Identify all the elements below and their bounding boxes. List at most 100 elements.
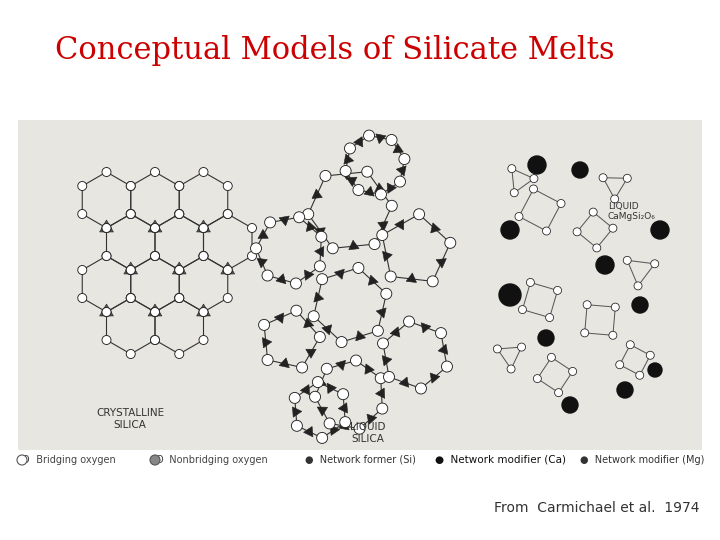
Circle shape bbox=[609, 224, 617, 232]
Circle shape bbox=[324, 418, 335, 429]
Circle shape bbox=[199, 307, 208, 316]
Polygon shape bbox=[374, 183, 385, 192]
Circle shape bbox=[569, 367, 577, 375]
Polygon shape bbox=[438, 344, 448, 354]
Circle shape bbox=[150, 307, 160, 316]
Circle shape bbox=[321, 363, 333, 374]
Polygon shape bbox=[431, 223, 441, 233]
Circle shape bbox=[534, 375, 541, 382]
Circle shape bbox=[632, 297, 648, 313]
Circle shape bbox=[377, 230, 388, 240]
Circle shape bbox=[364, 130, 374, 141]
Circle shape bbox=[436, 328, 446, 339]
Text: ●  Network modifier (Mg): ● Network modifier (Mg) bbox=[580, 455, 704, 465]
Circle shape bbox=[150, 335, 160, 345]
Text: O: O bbox=[155, 455, 163, 465]
Circle shape bbox=[297, 362, 307, 373]
Circle shape bbox=[317, 433, 328, 443]
Circle shape bbox=[248, 224, 256, 233]
Polygon shape bbox=[316, 377, 326, 387]
Polygon shape bbox=[124, 262, 138, 274]
Circle shape bbox=[150, 307, 160, 316]
FancyBboxPatch shape bbox=[18, 120, 702, 450]
Circle shape bbox=[17, 455, 27, 465]
Circle shape bbox=[327, 243, 338, 254]
Polygon shape bbox=[315, 246, 324, 257]
Circle shape bbox=[651, 260, 659, 268]
Circle shape bbox=[647, 352, 654, 359]
Circle shape bbox=[634, 282, 642, 290]
Circle shape bbox=[175, 210, 184, 219]
Circle shape bbox=[291, 305, 302, 316]
Polygon shape bbox=[197, 304, 210, 316]
Polygon shape bbox=[322, 325, 332, 335]
Circle shape bbox=[78, 294, 86, 302]
Polygon shape bbox=[148, 220, 162, 232]
Circle shape bbox=[557, 199, 565, 207]
Circle shape bbox=[308, 310, 319, 322]
Polygon shape bbox=[369, 275, 378, 285]
Circle shape bbox=[554, 286, 562, 294]
Polygon shape bbox=[356, 330, 366, 341]
Circle shape bbox=[599, 174, 607, 182]
Circle shape bbox=[175, 294, 184, 302]
Circle shape bbox=[199, 335, 208, 345]
Polygon shape bbox=[339, 420, 349, 430]
Circle shape bbox=[126, 181, 135, 191]
Text: Nonbridging oxygen: Nonbridging oxygen bbox=[163, 455, 268, 465]
Circle shape bbox=[199, 252, 208, 260]
Circle shape bbox=[126, 294, 135, 302]
Polygon shape bbox=[376, 134, 386, 144]
Circle shape bbox=[518, 306, 526, 314]
Circle shape bbox=[78, 266, 86, 274]
Circle shape bbox=[150, 167, 160, 177]
Circle shape bbox=[175, 266, 184, 274]
Polygon shape bbox=[306, 349, 316, 358]
Circle shape bbox=[150, 224, 160, 233]
Circle shape bbox=[354, 423, 365, 434]
Circle shape bbox=[651, 221, 669, 239]
Circle shape bbox=[223, 181, 233, 191]
Polygon shape bbox=[276, 274, 286, 284]
Circle shape bbox=[150, 455, 160, 465]
Text: From  Carmichael et al.  1974: From Carmichael et al. 1974 bbox=[495, 501, 700, 515]
Polygon shape bbox=[305, 270, 314, 280]
Circle shape bbox=[126, 266, 135, 274]
Circle shape bbox=[199, 167, 208, 177]
Polygon shape bbox=[382, 355, 392, 366]
Circle shape bbox=[150, 252, 160, 260]
Circle shape bbox=[175, 210, 184, 219]
Circle shape bbox=[499, 284, 521, 306]
Circle shape bbox=[199, 224, 208, 233]
Polygon shape bbox=[395, 219, 404, 230]
Circle shape bbox=[302, 208, 314, 220]
Circle shape bbox=[102, 224, 111, 233]
Circle shape bbox=[175, 181, 184, 191]
Polygon shape bbox=[377, 308, 386, 318]
Circle shape bbox=[175, 181, 184, 191]
Polygon shape bbox=[378, 221, 388, 231]
Circle shape bbox=[593, 244, 600, 252]
Circle shape bbox=[616, 361, 624, 369]
Polygon shape bbox=[393, 144, 403, 153]
Polygon shape bbox=[365, 364, 374, 374]
Text: Bridging oxygen: Bridging oxygen bbox=[30, 455, 116, 465]
Circle shape bbox=[102, 224, 111, 233]
Polygon shape bbox=[406, 273, 416, 282]
Circle shape bbox=[554, 389, 562, 397]
Polygon shape bbox=[315, 228, 325, 237]
Circle shape bbox=[175, 266, 184, 274]
Circle shape bbox=[384, 372, 395, 382]
Circle shape bbox=[624, 256, 631, 265]
Circle shape bbox=[415, 383, 426, 394]
Circle shape bbox=[126, 266, 135, 274]
Circle shape bbox=[223, 210, 233, 219]
Circle shape bbox=[510, 189, 518, 197]
Polygon shape bbox=[430, 373, 440, 383]
Circle shape bbox=[126, 294, 135, 302]
Circle shape bbox=[340, 165, 351, 177]
Circle shape bbox=[369, 239, 380, 249]
Polygon shape bbox=[300, 384, 310, 395]
Circle shape bbox=[199, 307, 208, 316]
Circle shape bbox=[248, 252, 256, 260]
